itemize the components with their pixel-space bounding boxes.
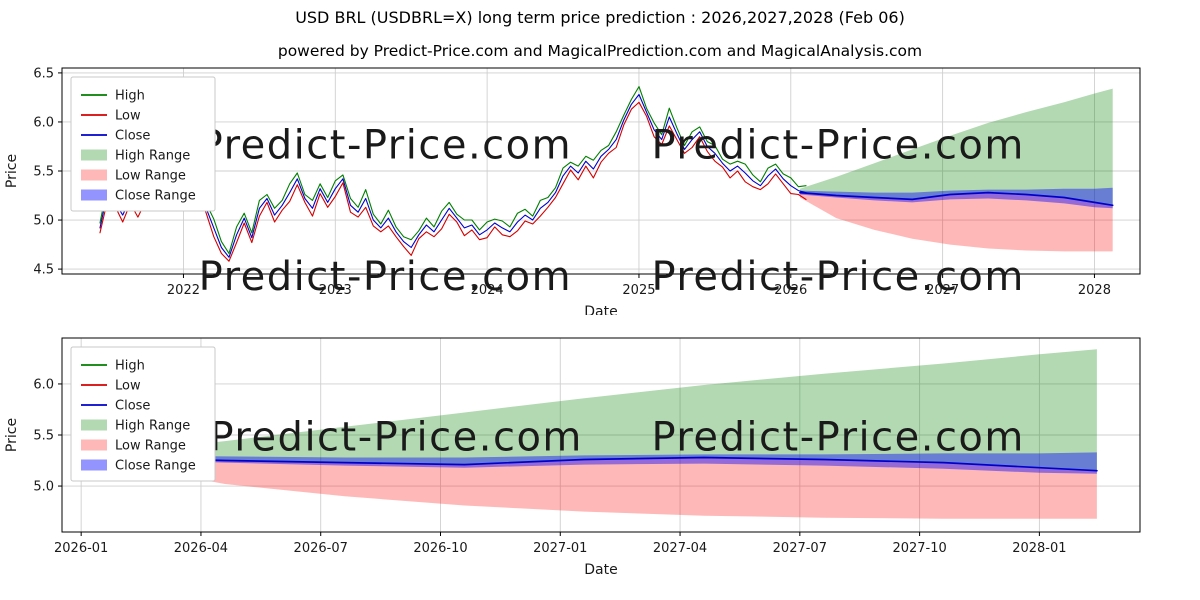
y-axis-label: Price: [4, 418, 20, 452]
svg-text:Close: Close: [115, 129, 150, 144]
svg-text:2025: 2025: [622, 283, 655, 298]
svg-text:Close Range: Close Range: [115, 459, 196, 474]
watermark-text: Predict-Price.com: [209, 415, 582, 461]
svg-text:2026-01: 2026-01: [54, 541, 108, 556]
svg-text:Low: Low: [115, 379, 141, 394]
watermark-text: Predict-Price.com: [199, 123, 572, 169]
chart-subtitle: powered by Predict-Price.com and Magical…: [277, 42, 923, 60]
watermark-text: Predict-Price.com: [651, 123, 1024, 169]
svg-text:4.5: 4.5: [33, 263, 54, 278]
svg-text:2027-07: 2027-07: [773, 541, 827, 556]
svg-text:2027-04: 2027-04: [653, 541, 707, 556]
svg-text:6.0: 6.0: [33, 377, 54, 392]
svg-text:2026: 2026: [774, 283, 807, 298]
bottom-forecast-chart: 5.0 5.5 6.0 2026-01 2026-04 2026-07 2026-10 202…: [4, 337, 1141, 578]
x-axis-label: Date: [584, 562, 617, 578]
svg-text:2027-01: 2027-01: [533, 541, 587, 556]
svg-text:Low Range: Low Range: [115, 169, 186, 184]
svg-text:2027-10: 2027-10: [892, 541, 946, 556]
svg-text:2028-01: 2028-01: [1012, 541, 1066, 556]
svg-text:High Range: High Range: [115, 419, 190, 434]
svg-text:6.0: 6.0: [33, 115, 54, 130]
svg-text:High: High: [115, 89, 145, 104]
y-axis-label: Price: [4, 154, 20, 188]
svg-text:2024: 2024: [471, 283, 504, 298]
legend: High Low Close High Range Low Range Close Ran…: [70, 346, 216, 482]
svg-text:2026-04: 2026-04: [174, 541, 228, 556]
svg-text:Low Range: Low Range: [115, 439, 186, 454]
svg-text:2023: 2023: [319, 283, 352, 298]
watermark-text: Predict-Price.com: [651, 254, 1024, 300]
svg-text:High: High: [115, 359, 145, 374]
svg-text:5.5: 5.5: [33, 429, 54, 444]
svg-text:2022: 2022: [167, 283, 200, 298]
legend: High Low Close High Range Low Range Close Ran…: [70, 76, 216, 212]
svg-text:2028: 2028: [1078, 283, 1111, 298]
svg-text:5.5: 5.5: [33, 165, 54, 180]
svg-text:Low: Low: [115, 109, 141, 124]
svg-text:6.5: 6.5: [33, 66, 54, 81]
svg-text:5.0: 5.0: [33, 214, 54, 229]
svg-text:Close: Close: [115, 399, 150, 414]
watermark-text: Predict-Price.com: [199, 254, 572, 300]
svg-text:5.0: 5.0: [33, 480, 54, 495]
x-axis-label: Date: [584, 304, 617, 315]
watermark-text: Predict-Price.com: [651, 415, 1024, 461]
chart-title: USD BRL (USDBRL=X) long term price predi…: [295, 8, 905, 27]
svg-text:Close Range: Close Range: [115, 189, 196, 204]
svg-text:2026-10: 2026-10: [413, 541, 467, 556]
top-price-chart: 4.5 5.0 5.5 6.0 6.5 2022 2023 2024 2025 2026 2027 2…: [4, 66, 1141, 315]
svg-text:2027: 2027: [926, 283, 959, 298]
svg-text:2026-07: 2026-07: [294, 541, 348, 556]
svg-text:High Range: High Range: [115, 149, 190, 164]
